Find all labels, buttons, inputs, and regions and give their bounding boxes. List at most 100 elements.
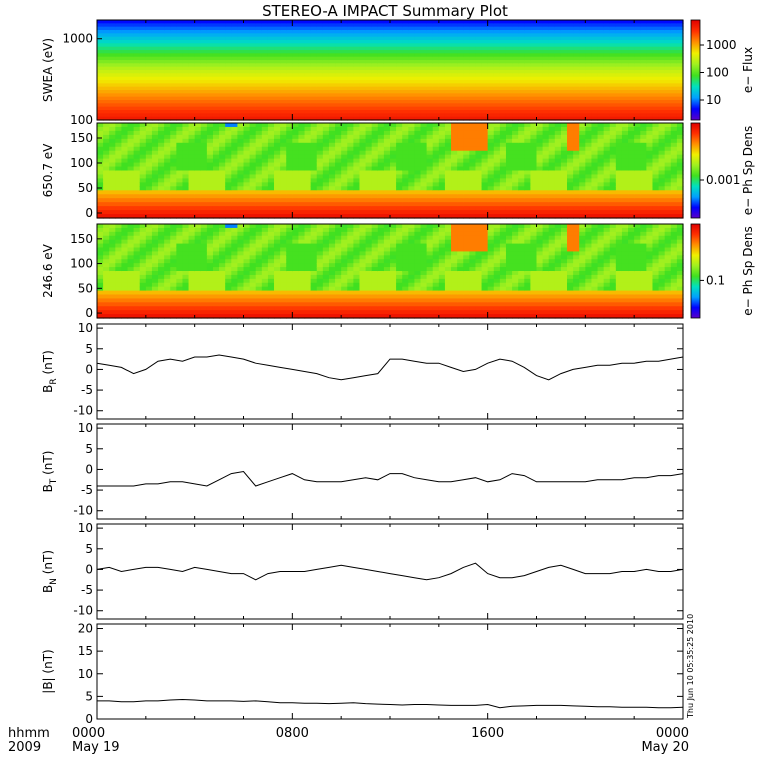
heatmap-cell: [457, 26, 464, 31]
heatmap-cell: [182, 190, 190, 195]
heatmap-cell: [548, 96, 556, 101]
heatmap-cell: [267, 46, 275, 51]
heatmap-cell: [194, 80, 202, 84]
heatmap-cell: [267, 83, 275, 88]
heatmap-cell: [176, 113, 184, 118]
heatmap-cell: [469, 66, 477, 71]
heatmap-cell: [652, 110, 660, 114]
heatmap-cell: [444, 106, 452, 111]
heatmap-cell: [603, 158, 611, 164]
heatmap-cell: [597, 33, 605, 38]
heatmap-cell: [182, 83, 190, 88]
heatmap-cell: [237, 158, 245, 164]
heatmap-cell: [640, 93, 647, 98]
heatmap-cell: [652, 33, 660, 38]
heatmap-cell: [451, 43, 458, 48]
heatmap-cell: [615, 113, 623, 118]
heatmap-cell: [347, 126, 354, 132]
heatmap-cell: [249, 90, 257, 94]
heatmap-cell: [512, 40, 519, 44]
heatmap-cell: [261, 210, 269, 215]
heatmap-cell: [573, 142, 580, 148]
heatmap-cell: [97, 33, 104, 38]
heatmap-cell: [170, 46, 177, 51]
heatmap-cell: [505, 50, 513, 54]
heatmap-cell: [328, 36, 336, 41]
heatmap-cell: [109, 178, 116, 183]
heatmap-cell: [383, 126, 391, 132]
heatmap-cell: [212, 150, 220, 156]
heatmap-cell: [444, 90, 452, 94]
heatmap-cell: [237, 70, 245, 74]
heatmap-cell: [139, 186, 147, 191]
heatmap-cell: [225, 63, 232, 68]
heatmap-cell: [377, 80, 385, 84]
heatmap-cell: [365, 116, 373, 121]
heatmap-cell: [426, 210, 434, 215]
heatmap-cell: [182, 63, 190, 68]
heatmap-cell: [457, 142, 464, 148]
heatmap-cell: [536, 162, 544, 168]
heatmap-cell: [164, 36, 171, 41]
heatmap-cell: [304, 106, 312, 111]
heatmap-cell: [609, 170, 617, 176]
heatmap-cell: [463, 170, 470, 176]
heatmap-cell: [267, 60, 275, 64]
heatmap-cell: [390, 170, 397, 176]
heatmap-cell: [451, 123, 458, 128]
heatmap-cell: [536, 40, 544, 44]
heatmap-cell: [530, 90, 538, 94]
heatmap-cell: [310, 50, 318, 54]
heatmap-cell: [353, 63, 361, 68]
heatmap-cell: [438, 202, 446, 207]
heatmap-cell: [518, 142, 525, 148]
heatmap-cell: [225, 202, 232, 207]
heatmap-cell: [188, 43, 196, 48]
heatmap-cell: [377, 93, 385, 98]
heatmap-cell: [335, 134, 342, 140]
heatmap-cell: [200, 80, 208, 84]
heatmap-cell: [109, 83, 116, 88]
heatmap-cell: [560, 66, 568, 71]
heatmap-cell: [243, 50, 251, 54]
heatmap-cell: [194, 194, 202, 199]
heatmap-cell: [182, 110, 190, 114]
heatmap-cell: [579, 20, 586, 24]
heatmap-cell: [255, 130, 263, 136]
heatmap-cell: [341, 113, 348, 118]
heatmap-cell: [280, 96, 287, 101]
heatmap-cell: [304, 56, 312, 61]
heatmap-cell: [567, 53, 574, 58]
heatmap-cell: [542, 110, 550, 114]
heatmap-cell: [212, 76, 220, 81]
heatmap-cell: [603, 166, 611, 172]
heatmap-cell: [621, 73, 629, 78]
heatmap-cell: [103, 186, 110, 191]
heatmap-cell: [475, 174, 483, 180]
heatmap-cell: [383, 83, 391, 88]
heatmap-cell: [420, 60, 428, 64]
heatmap-cell: [652, 56, 660, 61]
heatmap-cell: [365, 170, 373, 176]
heatmap-cell: [420, 73, 428, 78]
heatmap-cell: [255, 60, 263, 64]
heatmap-cell: [621, 130, 629, 136]
heatmap-cell: [237, 30, 245, 34]
heatmap-cell: [127, 170, 135, 176]
heatmap-cell: [560, 86, 568, 91]
heatmap-cell: [591, 113, 599, 118]
heatmap-cell: [597, 100, 605, 104]
heatmap-cell: [298, 56, 306, 61]
heatmap-cell: [243, 76, 251, 81]
heatmap-cell: [97, 80, 104, 84]
heatmap-cell: [414, 146, 422, 152]
heatmap-cell: [206, 30, 214, 34]
heatmap-cell: [628, 100, 635, 104]
heatmap-cell: [335, 142, 342, 148]
heatmap-cell: [451, 162, 458, 168]
heatmap-cell: [182, 178, 190, 183]
heatmap-cell: [316, 110, 324, 114]
heatmap-cell: [481, 66, 489, 71]
heatmap-cell: [585, 110, 593, 114]
heatmap-cell: [139, 162, 147, 168]
